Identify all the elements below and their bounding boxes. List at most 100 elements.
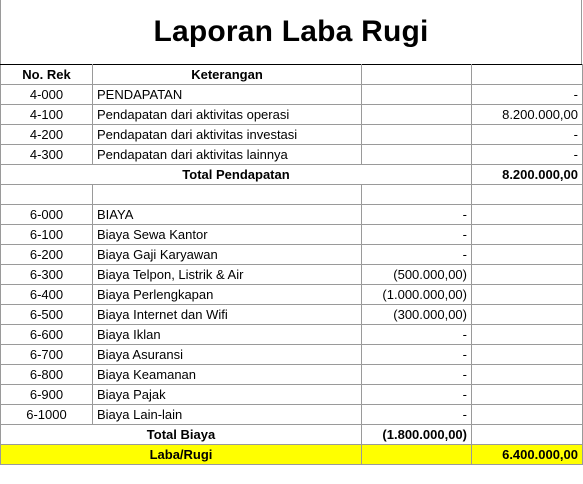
header-col3[interactable] xyxy=(361,64,472,85)
total-biaya-row: Total Biaya (1.800.000,00) xyxy=(0,424,583,445)
empty-cell[interactable] xyxy=(92,184,362,205)
header-row: No. Rek Keterangan xyxy=(0,64,583,85)
header-keterangan[interactable]: Keterangan xyxy=(92,64,362,85)
cell-rek[interactable]: 6-500 xyxy=(0,304,93,325)
cell-col4[interactable] xyxy=(471,324,583,345)
cell-col4[interactable]: - xyxy=(471,144,583,165)
cell-keterangan[interactable]: Biaya Telpon, Listrik & Air xyxy=(92,264,362,285)
cell-col3[interactable]: (300.000,00) xyxy=(361,304,472,325)
cell-col3[interactable]: - xyxy=(361,364,472,385)
cell-keterangan[interactable]: Biaya Iklan xyxy=(92,324,362,345)
cell-keterangan[interactable]: Biaya Gaji Karyawan xyxy=(92,244,362,265)
cell-keterangan[interactable]: Pendapatan dari aktivitas operasi xyxy=(92,104,362,125)
report-title: Laporan Laba Rugi xyxy=(153,15,429,48)
cell-rek[interactable]: 6-700 xyxy=(0,344,93,365)
header-col4[interactable] xyxy=(471,64,583,85)
total-pendapatan-row: Total Pendapatan 8.200.000,00 xyxy=(0,164,583,185)
total-biaya-value[interactable]: (1.800.000,00) xyxy=(361,424,472,445)
cell-col4[interactable]: - xyxy=(471,84,583,105)
cell-keterangan[interactable]: Biaya Lain-lain xyxy=(92,404,362,425)
cell-keterangan[interactable]: Biaya Keamanan xyxy=(92,364,362,385)
table-row: 6-700 Biaya Asuransi - xyxy=(0,344,583,365)
cell-col3[interactable]: - xyxy=(361,404,472,425)
cell-rek[interactable]: 4-100 xyxy=(0,104,93,125)
table-row: 6-900 Biaya Pajak - xyxy=(0,384,583,405)
cell-col4[interactable]: 8.200.000,00 xyxy=(471,104,583,125)
cell-col3[interactable]: - xyxy=(361,204,472,225)
cell-col4[interactable] xyxy=(471,364,583,385)
cell-keterangan[interactable]: Biaya Asuransi xyxy=(92,344,362,365)
table-row: 6-600 Biaya Iklan - xyxy=(0,324,583,345)
empty-cell[interactable] xyxy=(0,184,93,205)
cell-col4[interactable] xyxy=(471,244,583,265)
cell-col4[interactable] xyxy=(471,304,583,325)
cell-col3[interactable]: - xyxy=(361,324,472,345)
table-row: 4-200 Pendapatan dari aktivitas investas… xyxy=(0,124,583,145)
income-statement-table: No. Rek Keterangan 4-000 PENDAPATAN - 4-… xyxy=(0,64,583,465)
cell-keterangan[interactable]: Pendapatan dari aktivitas lainnya xyxy=(92,144,362,165)
cell-rek[interactable]: 6-800 xyxy=(0,364,93,385)
cell-rek[interactable]: 4-200 xyxy=(0,124,93,145)
cell-col4[interactable] xyxy=(471,404,583,425)
empty-cell[interactable] xyxy=(361,184,472,205)
cell-col4[interactable] xyxy=(471,384,583,405)
cell-col3[interactable]: - xyxy=(361,384,472,405)
cell-col4[interactable] xyxy=(471,344,583,365)
cell-col3[interactable] xyxy=(361,84,472,105)
empty-row xyxy=(0,184,583,205)
cell-col3[interactable]: - xyxy=(361,344,472,365)
table-row: 4-000 PENDAPATAN - xyxy=(0,84,583,105)
title-cell[interactable]: Laporan Laba Rugi xyxy=(0,0,582,64)
table-row: 6-000 BIAYA - xyxy=(0,204,583,225)
cell-keterangan[interactable]: Biaya Pajak xyxy=(92,384,362,405)
table-row: 4-100 Pendapatan dari aktivitas operasi … xyxy=(0,104,583,125)
cell-col4[interactable] xyxy=(471,264,583,285)
cell-col4[interactable] xyxy=(471,224,583,245)
cell-keterangan[interactable]: Biaya Perlengkapan xyxy=(92,284,362,305)
table-row: 6-400 Biaya Perlengkapan (1.000.000,00) xyxy=(0,284,583,305)
cell-keterangan[interactable]: Pendapatan dari aktivitas investasi xyxy=(92,124,362,145)
cell-rek[interactable]: 6-100 xyxy=(0,224,93,245)
laba-rugi-row: Laba/Rugi 6.400.000,00 xyxy=(0,444,583,465)
cell-col3[interactable]: (1.000.000,00) xyxy=(361,284,472,305)
cell-col4[interactable]: - xyxy=(471,124,583,145)
total-pendapatan-value[interactable]: 8.200.000,00 xyxy=(471,164,583,185)
cell-rek[interactable]: 6-400 xyxy=(0,284,93,305)
table-row: 6-1000 Biaya Lain-lain - xyxy=(0,404,583,425)
total-biaya-label[interactable]: Total Biaya xyxy=(0,424,362,445)
cell-rek[interactable]: 6-900 xyxy=(0,384,93,405)
cell-rek[interactable]: 6-600 xyxy=(0,324,93,345)
total-pendapatan-label[interactable]: Total Pendapatan xyxy=(0,164,472,185)
cell-rek[interactable]: 6-1000 xyxy=(0,404,93,425)
cell-rek[interactable]: 4-000 xyxy=(0,84,93,105)
table-row: 6-800 Biaya Keamanan - xyxy=(0,364,583,385)
empty-cell[interactable] xyxy=(471,424,583,445)
cell-rek[interactable]: 4-300 xyxy=(0,144,93,165)
table-row: 6-500 Biaya Internet dan Wifi (300.000,0… xyxy=(0,304,583,325)
cell-keterangan[interactable]: Biaya Sewa Kantor xyxy=(92,224,362,245)
cell-col3[interactable]: - xyxy=(361,224,472,245)
table-row: 6-300 Biaya Telpon, Listrik & Air (500.0… xyxy=(0,264,583,285)
header-no-rek[interactable]: No. Rek xyxy=(0,64,93,85)
table-row: 6-200 Biaya Gaji Karyawan - xyxy=(0,244,583,265)
cell-col4[interactable] xyxy=(471,284,583,305)
empty-cell[interactable] xyxy=(471,184,583,205)
cell-keterangan[interactable]: BIAYA xyxy=(92,204,362,225)
cell-col3[interactable] xyxy=(361,144,472,165)
cell-col3[interactable] xyxy=(361,104,472,125)
laba-rugi-value[interactable]: 6.400.000,00 xyxy=(471,444,583,465)
cell-col3[interactable]: - xyxy=(361,244,472,265)
empty-cell[interactable] xyxy=(361,444,472,465)
cell-rek[interactable]: 6-200 xyxy=(0,244,93,265)
laba-rugi-label[interactable]: Laba/Rugi xyxy=(0,444,362,465)
cell-rek[interactable]: 6-300 xyxy=(0,264,93,285)
cell-col4[interactable] xyxy=(471,204,583,225)
table-row: 6-100 Biaya Sewa Kantor - xyxy=(0,224,583,245)
cell-rek[interactable]: 6-000 xyxy=(0,204,93,225)
cell-keterangan[interactable]: Biaya Internet dan Wifi xyxy=(92,304,362,325)
cell-col3[interactable]: (500.000,00) xyxy=(361,264,472,285)
cell-keterangan[interactable]: PENDAPATAN xyxy=(92,84,362,105)
cell-col3[interactable] xyxy=(361,124,472,145)
table-row: 4-300 Pendapatan dari aktivitas lainnya … xyxy=(0,144,583,165)
